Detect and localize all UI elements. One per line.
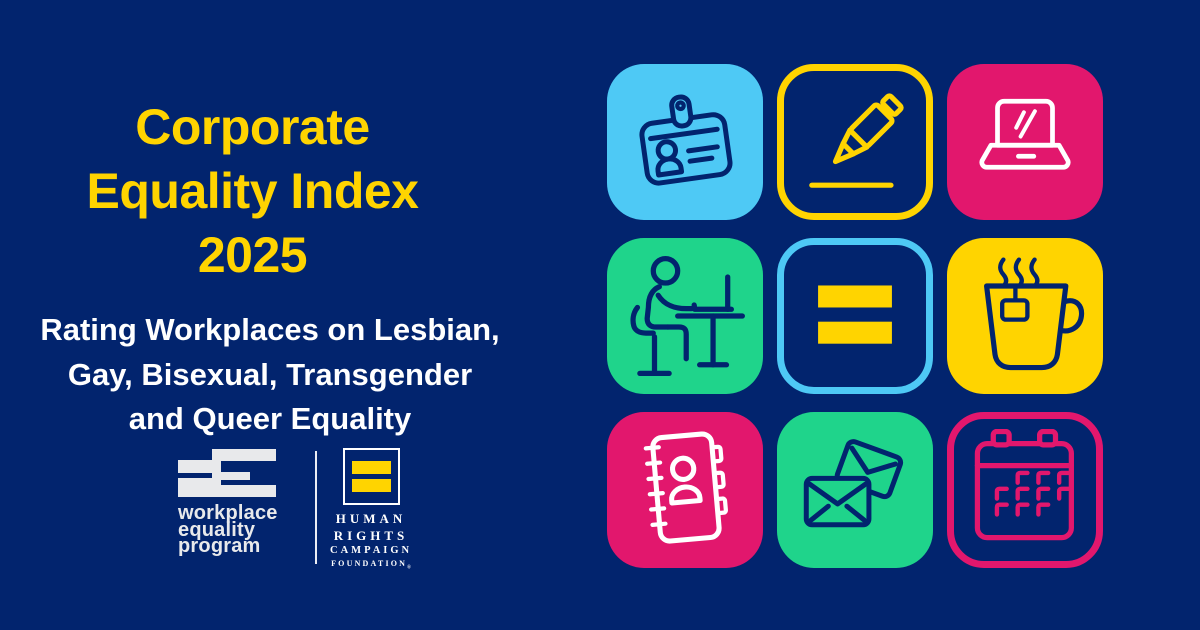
tile-tea-cup: [947, 238, 1103, 394]
wordmark-line: HUMAN: [335, 511, 407, 526]
equality-bar: [351, 479, 391, 492]
tea-cup-icon: [984, 257, 1085, 371]
id-badge-icon: [639, 94, 733, 186]
logo-bar: [178, 460, 221, 473]
logo-divider: [315, 451, 317, 564]
icon-grid: [607, 64, 1103, 568]
wordmark-line: program: [178, 535, 261, 557]
tile-laptop: [947, 64, 1103, 220]
title-line: Corporate: [135, 98, 370, 155]
envelopes-icon: [803, 439, 904, 528]
tile-envelopes: [777, 412, 933, 568]
tile-id-badge: [607, 64, 763, 220]
tile-person-at-desk: [607, 238, 763, 394]
logo-bar: [212, 449, 276, 461]
wordmark-line: CAMPAIGN: [330, 545, 413, 556]
page-subtitle: Rating Workplaces on Lesbian, Gay, Bisex…: [0, 308, 540, 442]
tile-contact-book: [607, 412, 763, 568]
hrc-foundation-logo: HUMAN RIGHTS CAMPAIGN FOUNDATION®: [330, 448, 412, 574]
hrc-equality-mark: [342, 448, 400, 505]
subtitle-line: Gay, Bisexual, Transgender: [67, 356, 473, 392]
workplace-program-mark: [178, 448, 276, 498]
wordmark-line: FOUNDATION: [331, 559, 408, 568]
laptop-icon: [979, 98, 1071, 170]
person-at-desk-icon: [630, 256, 745, 376]
wordmark-line: workplace: [178, 502, 278, 524]
calendar-icon: [974, 429, 1074, 541]
wordmark-line: FOUNDATION®: [330, 558, 412, 574]
subtitle-line: Rating Workplaces on Lesbian,: [40, 312, 500, 347]
tile-calendar: [947, 412, 1103, 568]
subtitle-line: and Queer Equality: [128, 401, 412, 436]
tile-equals-sign: [777, 238, 933, 394]
hrc-wordmark: HUMAN RIGHTS CAMPAIGN FOUNDATION®: [330, 511, 412, 574]
equals-sign-icon: [818, 285, 892, 344]
logo-bar: [178, 478, 221, 497]
title-line: 2025: [197, 226, 308, 283]
workplace-program-wordmark: workplace equality program: [178, 502, 302, 557]
equality-bar: [351, 461, 391, 474]
highlighter-icon: [809, 93, 904, 188]
logo-bar: [212, 472, 250, 480]
wordmark-line: RIGHTS: [333, 527, 409, 543]
wordmark-line: equality: [178, 518, 256, 541]
logo-lockup: workplace equality program HUMAN RIGHTS …: [178, 448, 412, 574]
tile-highlighter: [777, 64, 933, 220]
contact-book-icon: [643, 431, 728, 544]
registered-trademark: ®: [407, 565, 411, 571]
title-line: Equality Index: [86, 162, 419, 219]
page-title: Corporate Equality Index 2025: [0, 95, 505, 287]
workplace-equality-program-logo: workplace equality program: [178, 448, 302, 557]
logo-bar: [212, 485, 276, 497]
